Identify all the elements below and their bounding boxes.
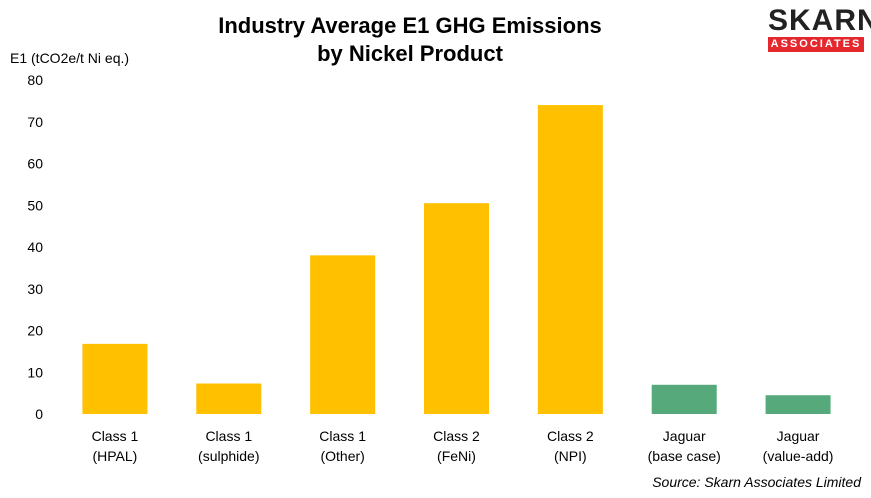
- x-category-label: Class 2: [433, 428, 480, 444]
- bar: [765, 395, 831, 414]
- y-tick-label: 50: [27, 197, 43, 213]
- x-category-label: (sulphide): [198, 448, 259, 464]
- bar: [310, 255, 376, 414]
- y-tick-label: 80: [27, 72, 43, 88]
- x-category-label: (FeNi): [437, 448, 476, 464]
- x-category-label: Jaguar: [777, 428, 820, 444]
- x-category-label: (Other): [320, 448, 364, 464]
- bars: [82, 105, 831, 415]
- y-axis-ticks: 0 10 20 30 40 50 60 70 80: [27, 72, 43, 422]
- bar: [424, 203, 489, 414]
- y-axis-label: E1 (tCO2e/t Ni eq.): [10, 50, 130, 66]
- bar: [82, 343, 148, 414]
- x-category-label: (value-add): [763, 448, 834, 464]
- y-tick-label: 30: [27, 281, 43, 297]
- chart-title-line1: Industry Average E1 GHG Emissions: [218, 13, 602, 38]
- x-axis-categories: Class 1 (HPAL) Class 1 (sulphide) Class 1 (Ot…: [92, 428, 834, 464]
- source-note: Source: Skarn Associates Limited: [652, 474, 861, 490]
- bar: [196, 383, 262, 414]
- bar: [537, 105, 603, 415]
- x-category-label: Class 1: [319, 428, 366, 444]
- x-category-label: Class 1: [205, 428, 252, 444]
- logo-top-text: SKARN: [768, 4, 871, 37]
- x-category-label: (base case): [648, 448, 721, 464]
- chart-title: Industry Average E1 GHG Emissions by Nic…: [180, 12, 640, 68]
- skarn-logo: SKARN ASSOCIATES: [768, 4, 871, 52]
- chart-title-line2: by Nickel Product: [317, 41, 503, 66]
- y-tick-label: 10: [27, 364, 43, 380]
- y-tick-label: 60: [27, 156, 43, 172]
- x-category-label: Jaguar: [663, 428, 706, 444]
- y-tick-label: 20: [27, 323, 43, 339]
- y-tick-label: 0: [35, 406, 43, 422]
- x-category-label: (NPI): [554, 448, 587, 464]
- y-tick-label: 70: [27, 114, 43, 130]
- bar: [651, 384, 717, 414]
- x-category-label: Class 2: [547, 428, 594, 444]
- x-category-label: Class 1: [92, 428, 139, 444]
- logo-bottom-text: ASSOCIATES: [768, 37, 864, 52]
- y-tick-label: 40: [27, 239, 43, 255]
- x-category-label: (HPAL): [92, 448, 137, 464]
